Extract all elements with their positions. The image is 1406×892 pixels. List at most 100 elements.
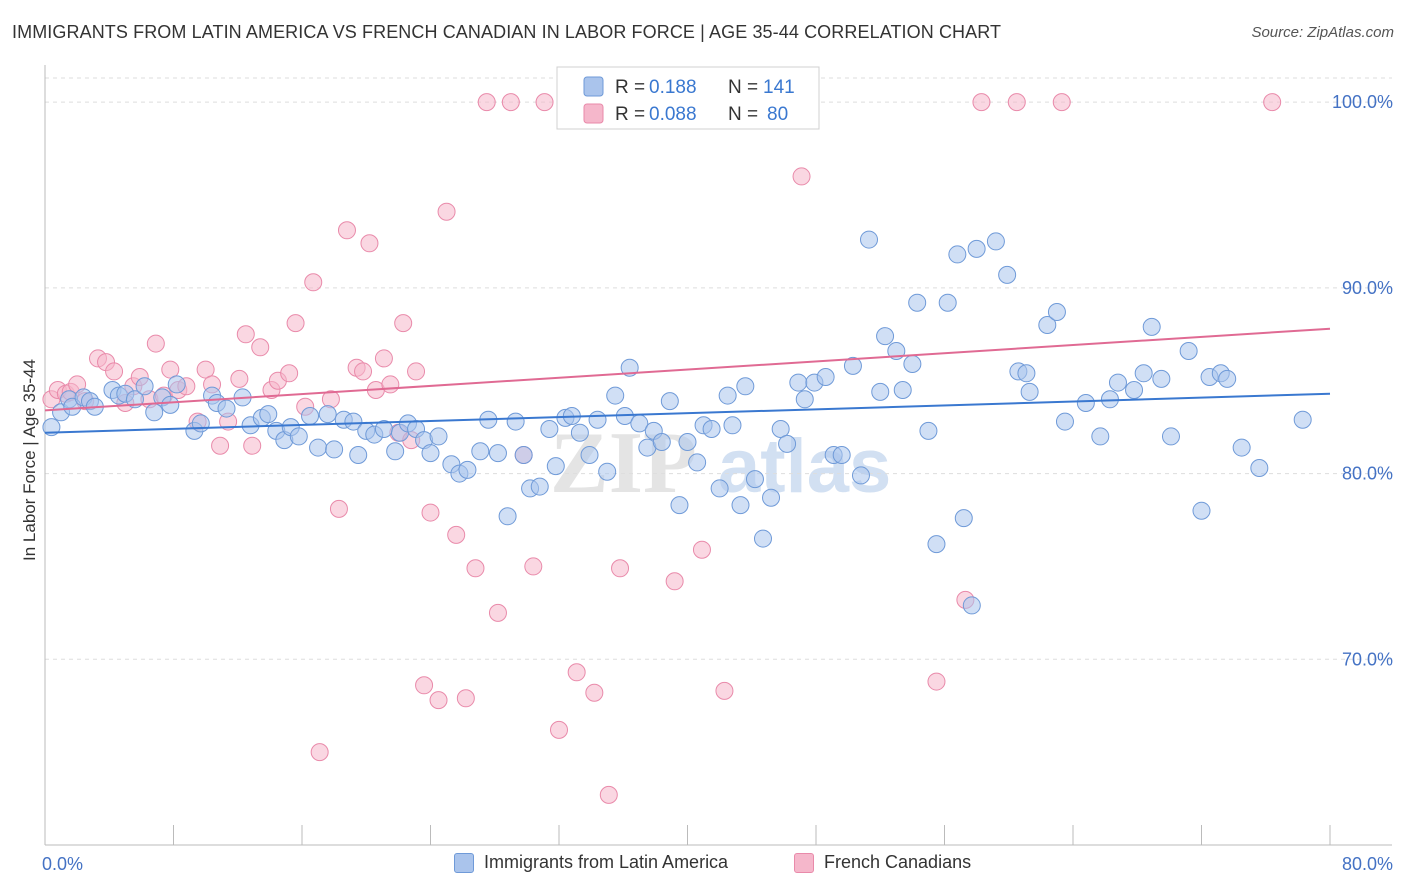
latin-america-point-49 [471, 442, 490, 461]
latin-america-point-124 [1142, 317, 1161, 336]
bottom-legend-label-latin-america: Immigrants from Latin America [484, 852, 729, 872]
latin-america-point-103 [919, 421, 938, 440]
french-canadians-point-78 [1052, 93, 1071, 112]
grid-lines [45, 77, 1392, 660]
bottom-legend-item-latin-america: Immigrants from Latin America [454, 852, 728, 873]
latin-america-point-81 [731, 496, 750, 515]
french-canadians-point-55 [488, 603, 507, 622]
latin-america-point-48 [458, 460, 477, 479]
latin-america-point-87 [778, 434, 797, 453]
french-canadians-point-77 [1007, 93, 1026, 112]
french-canadians-point-62 [567, 663, 586, 682]
french-canadians-point-25 [243, 436, 262, 455]
french-canadians-point-42 [381, 375, 400, 394]
bottom-legend-item-french-canadians: French Canadians [794, 852, 971, 873]
latin-america-point-109 [967, 239, 986, 258]
latin-america-point-100 [893, 381, 912, 399]
latin-america-point-56 [530, 477, 549, 496]
french-canadians-point-59 [535, 93, 554, 112]
french-canadians-point-36 [337, 221, 356, 240]
latin-america-point-74 [678, 433, 697, 451]
legend-box: R = 0.188 N = 141 R = 0.088 N = 80 [556, 66, 820, 130]
latin-america-point-106 [948, 245, 967, 264]
latin-america-point-80 [723, 416, 742, 435]
latin-america-point-104 [927, 535, 946, 554]
latin-america-point-111 [998, 265, 1017, 284]
latin-america-point-14 [161, 395, 180, 414]
watermark: ZIP atlas [550, 415, 891, 512]
legend-swatch-blue [583, 76, 604, 97]
latin-america-point-54 [514, 446, 533, 464]
latin-america-point-45 [429, 427, 448, 446]
french-canadians-point-73 [792, 167, 811, 186]
chart-source: Source: ZipAtlas.com [1251, 24, 1394, 41]
latin-america-point-73 [670, 496, 689, 515]
latin-america-point-131 [1218, 369, 1237, 388]
latin-america-point-11 [135, 377, 154, 396]
latin-america-point-28 [289, 427, 308, 446]
french-canadians-point-60 [550, 720, 568, 739]
latin-america-point-52 [498, 507, 517, 526]
french-canadians-point-38 [354, 362, 373, 381]
x-tick-label-0: 0.0% [42, 854, 83, 874]
latin-america-point-39 [386, 442, 405, 461]
legend-n-label-pink: N = [728, 104, 758, 125]
latin-america-point-57 [540, 420, 559, 438]
french-canadians-point-48 [421, 503, 440, 522]
latin-america-point-121 [1108, 373, 1127, 392]
latin-america-point-133 [1250, 459, 1269, 477]
watermark-atlas: atlas [718, 424, 891, 509]
latin-america-point-134 [1293, 410, 1312, 429]
french-canadians-point-39 [360, 234, 379, 253]
french-canadians-point-15 [161, 360, 180, 379]
french-canadians-point-29 [280, 364, 299, 383]
french-canadians-point-8 [105, 362, 124, 381]
latin-america-trend-line [44, 392, 1331, 434]
bottom-legend-label-french-canadians: French Canadians [824, 852, 972, 872]
french-canadians-point-76 [972, 93, 991, 112]
latin-america-point-89 [795, 390, 814, 409]
french-canadians-point-26 [251, 338, 270, 357]
latin-america-point-20 [217, 399, 236, 418]
french-canadians-point-47 [415, 676, 434, 695]
french-canadians-point-51 [447, 525, 466, 544]
chart-title: IMMIGRANTS FROM LATIN AMERICA VS FRENCH … [12, 22, 1002, 42]
latin-america-point-32 [325, 440, 344, 459]
y-tick-label-2: 90.0% [1342, 278, 1393, 298]
french-canadians-point-49 [429, 691, 448, 710]
legend-r-label-pink: R = [615, 104, 645, 125]
legend-r-value-blue: 0.188 [649, 77, 697, 98]
latin-america-point-24 [259, 405, 278, 424]
latin-america-point-35 [349, 446, 368, 464]
latin-america-point-71 [652, 433, 671, 451]
latin-america-point-94 [843, 356, 862, 375]
latin-america-point-53 [506, 412, 525, 431]
french-canadians-point-23 [230, 369, 249, 388]
french-canadians-point-32 [304, 273, 323, 292]
legend-n-value-blue: 141 [763, 77, 795, 98]
latin-america-point-132 [1232, 438, 1251, 457]
latin-america-point-122 [1125, 381, 1144, 399]
latin-america-point-29 [301, 407, 320, 425]
legend-n-label-blue: N = [728, 77, 758, 98]
latin-america-point-31 [318, 405, 337, 424]
french-canadians-trend-line [44, 327, 1331, 412]
french-canadians-point-68 [665, 572, 684, 591]
latin-america-point-119 [1091, 427, 1110, 446]
latin-america-point-51 [488, 444, 507, 463]
latin-america-point-128 [1192, 501, 1211, 520]
latin-america-point-118 [1076, 394, 1095, 412]
latin-america-point-125 [1152, 369, 1171, 388]
latin-america-point-102 [908, 293, 927, 312]
latin-america-point-86 [771, 420, 790, 438]
french-canadians-point-13 [146, 334, 165, 353]
french-canadians-point-72 [715, 681, 734, 700]
latin-america-points [42, 230, 1312, 615]
latin-america-point-82 [736, 377, 755, 396]
legend-r-value-pink: 0.088 [649, 104, 697, 125]
french-canadians-point-52 [456, 689, 475, 708]
latin-america-point-67 [620, 358, 639, 377]
latin-america-point-84 [753, 529, 772, 548]
latin-america-point-61 [570, 423, 589, 442]
latin-america-point-126 [1161, 427, 1180, 446]
